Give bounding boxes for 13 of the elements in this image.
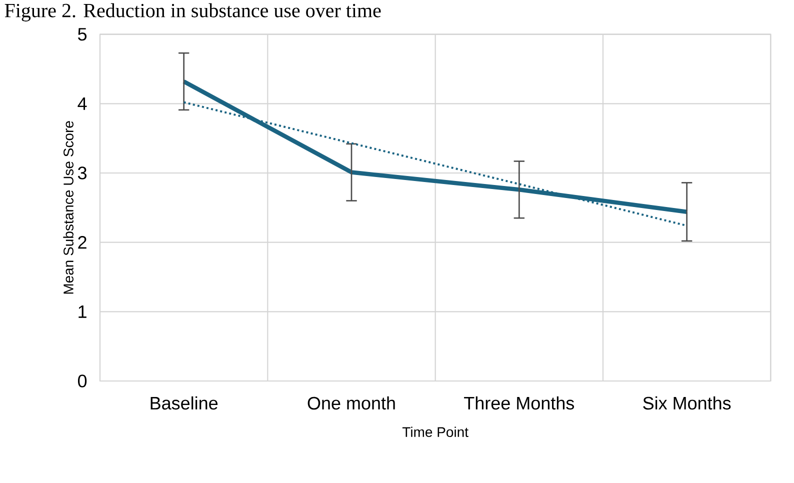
x-tick-label: Three Months	[464, 396, 574, 410]
x-axis-title: Time Point	[402, 426, 468, 438]
y-tick-label: 0	[78, 374, 87, 388]
x-tick-label: Baseline	[150, 396, 218, 410]
y-axis-title: Mean Substance Use Score	[63, 121, 74, 294]
y-tick-label: 5	[78, 28, 87, 41]
y-tick-label: 2	[78, 236, 86, 249]
y-tick-label: 3	[78, 166, 86, 180]
x-tick-label: Six Months	[643, 396, 731, 410]
chart-title: Figure 2. Reduction in substance use over time	[4, 3, 381, 22]
y-tick-label: 1	[78, 305, 86, 318]
x-tick-label: One month	[308, 396, 395, 410]
y-tick-label: 4	[78, 97, 87, 110]
